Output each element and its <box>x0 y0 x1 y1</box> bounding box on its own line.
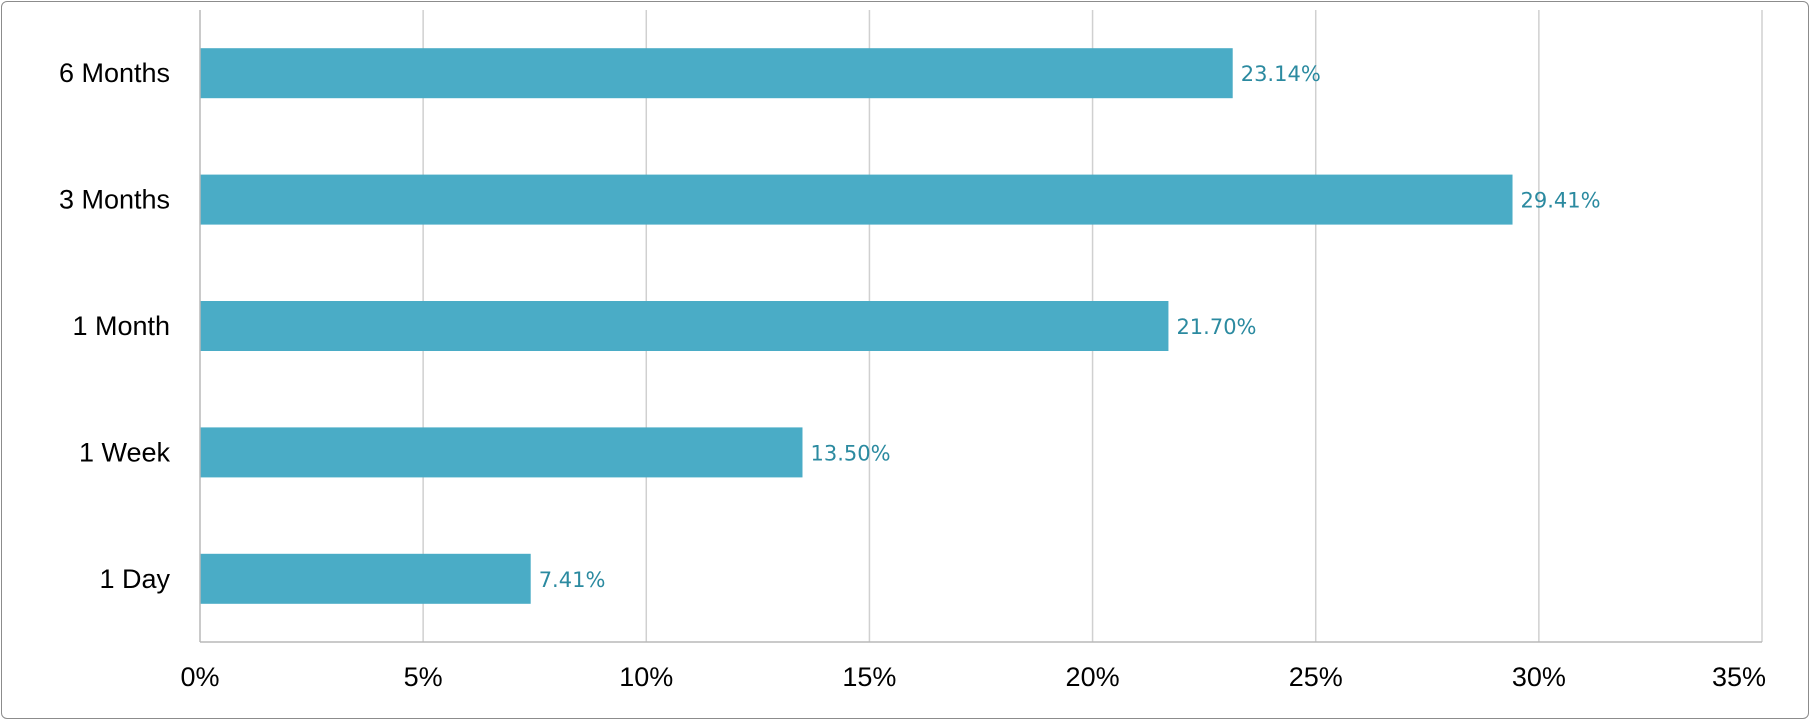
x-tick-label: 0% <box>180 662 219 692</box>
x-tick-label: 20% <box>1066 662 1120 692</box>
labels: 0% 5% 10% 15% 20% 25% 30% 35% 6 Months 23.14% 3 Mo… <box>59 58 1766 692</box>
bar <box>200 174 1513 225</box>
bar <box>200 301 1169 351</box>
bars <box>200 48 1513 604</box>
x-tick-label: 10% <box>619 662 673 692</box>
x-tick-label: 25% <box>1289 662 1343 692</box>
bar <box>200 427 803 478</box>
axes <box>199 10 1762 643</box>
category-label: 6 Months <box>59 58 170 88</box>
data-label: 29.41% <box>1521 189 1601 213</box>
category-label: 1 Week <box>79 437 171 467</box>
data-label: 23.14% <box>1241 62 1321 86</box>
gridlines <box>422 10 1763 642</box>
data-label: 7.41% <box>539 568 606 592</box>
bar <box>200 553 531 604</box>
bar <box>200 48 1233 99</box>
x-tick-label: 5% <box>404 662 443 692</box>
data-label: 21.70% <box>1176 315 1256 339</box>
data-label: 13.50% <box>810 441 890 465</box>
category-label: 1 Day <box>99 564 170 594</box>
category-label: 1 Month <box>72 311 170 341</box>
x-tick-label: 35% <box>1712 662 1766 692</box>
category-label: 3 Months <box>59 185 170 215</box>
x-tick-label: 30% <box>1512 662 1566 692</box>
x-tick-label: 15% <box>842 662 896 692</box>
